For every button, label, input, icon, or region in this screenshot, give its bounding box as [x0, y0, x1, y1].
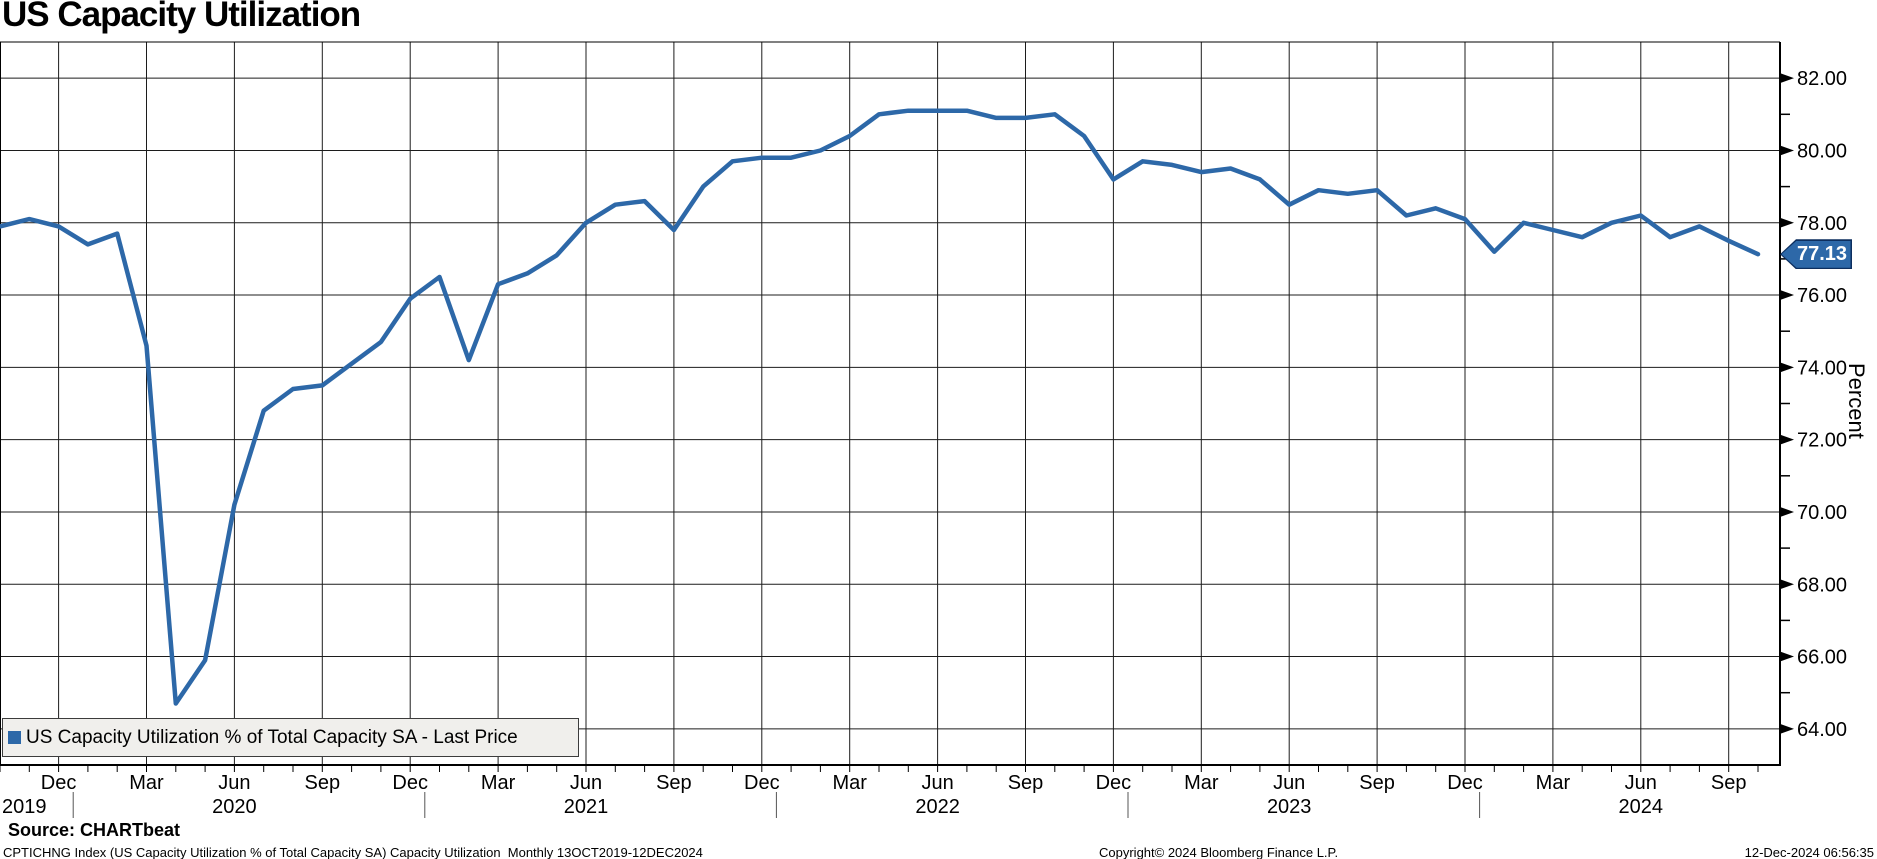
- y-axis-title: Percent: [1844, 363, 1869, 439]
- y-tick-label: 66.00: [1797, 647, 1847, 669]
- x-tick-label: Dec: [41, 772, 77, 794]
- y-tick-label: 74.00: [1797, 357, 1847, 379]
- x-tick-label: Dec: [392, 772, 428, 794]
- y-tick-label: 72.00: [1797, 430, 1847, 452]
- x-tick-label: Mar: [129, 772, 164, 794]
- y-tick-arrow-icon: [1780, 651, 1794, 662]
- y-tick-arrow-icon: [1780, 145, 1794, 156]
- x-tick-label: Sep: [1359, 772, 1395, 794]
- footer-security-description: CPTICHNG Index (US Capacity Utilization …: [3, 845, 703, 859]
- y-tick-label: 76.00: [1797, 285, 1847, 307]
- series-swatch-icon: [8, 731, 21, 744]
- x-tick-label: Dec: [1096, 772, 1132, 794]
- y-tick-arrow-icon: [1780, 290, 1794, 301]
- legend-series-label: US Capacity Utilization % of Total Capac…: [26, 726, 518, 748]
- legend-box: US Capacity Utilization % of Total Capac…: [2, 718, 579, 757]
- y-tick-label: 80.00: [1797, 140, 1847, 162]
- year-label: 2020: [212, 796, 257, 818]
- y-tick-label: 64.00: [1797, 719, 1847, 741]
- y-tick-arrow-icon: [1780, 362, 1794, 373]
- x-tick-label: Mar: [481, 772, 516, 794]
- x-tick-label: Mar: [1184, 772, 1219, 794]
- year-label: 2019: [2, 796, 47, 818]
- x-tick-label: Jun: [1625, 772, 1657, 794]
- footer-timestamp: 12-Dec-2024 06:56:35: [1744, 845, 1874, 859]
- footer-copyright: Copyright© 2024 Bloomberg Finance L.P.: [1099, 845, 1339, 859]
- year-label: 2021: [564, 796, 609, 818]
- y-tick-label: 70.00: [1797, 502, 1847, 524]
- y-tick-label: 78.00: [1797, 213, 1847, 235]
- y-tick-arrow-icon: [1780, 217, 1794, 228]
- x-tick-label: Jun: [570, 772, 602, 794]
- x-tick-label: Sep: [1711, 772, 1747, 794]
- x-tick-label: Jun: [1273, 772, 1305, 794]
- source-text: Source: CHARTbeat: [8, 820, 181, 840]
- y-tick-arrow-icon: [1780, 506, 1794, 517]
- x-tick-label: Dec: [1447, 772, 1483, 794]
- y-tick-arrow-icon: [1780, 434, 1794, 445]
- last-price-badge-value: 77.13: [1781, 240, 1851, 268]
- year-label: 2023: [1267, 796, 1312, 818]
- y-tick-label: 82.00: [1797, 68, 1847, 90]
- x-tick-label: Mar: [1536, 772, 1571, 794]
- series-line: [0, 108, 1761, 706]
- x-tick-label: Jun: [921, 772, 953, 794]
- x-tick-label: Jun: [218, 772, 250, 794]
- x-tick-label: Sep: [656, 772, 692, 794]
- y-tick-arrow-icon: [1780, 579, 1794, 590]
- year-label: 2022: [915, 796, 960, 818]
- x-tick-label: Dec: [744, 772, 780, 794]
- page-title: US Capacity Utilization: [2, 0, 361, 34]
- last-price-badge: 77.13: [1780, 239, 1852, 270]
- y-tick-arrow-icon: [1780, 723, 1794, 734]
- x-tick-label: Sep: [305, 772, 341, 794]
- x-tick-label: Sep: [1008, 772, 1044, 794]
- x-tick-label: Mar: [832, 772, 867, 794]
- y-tick-arrow-icon: [1780, 73, 1794, 84]
- year-label: 2024: [1619, 796, 1664, 818]
- y-tick-label: 68.00: [1797, 574, 1847, 596]
